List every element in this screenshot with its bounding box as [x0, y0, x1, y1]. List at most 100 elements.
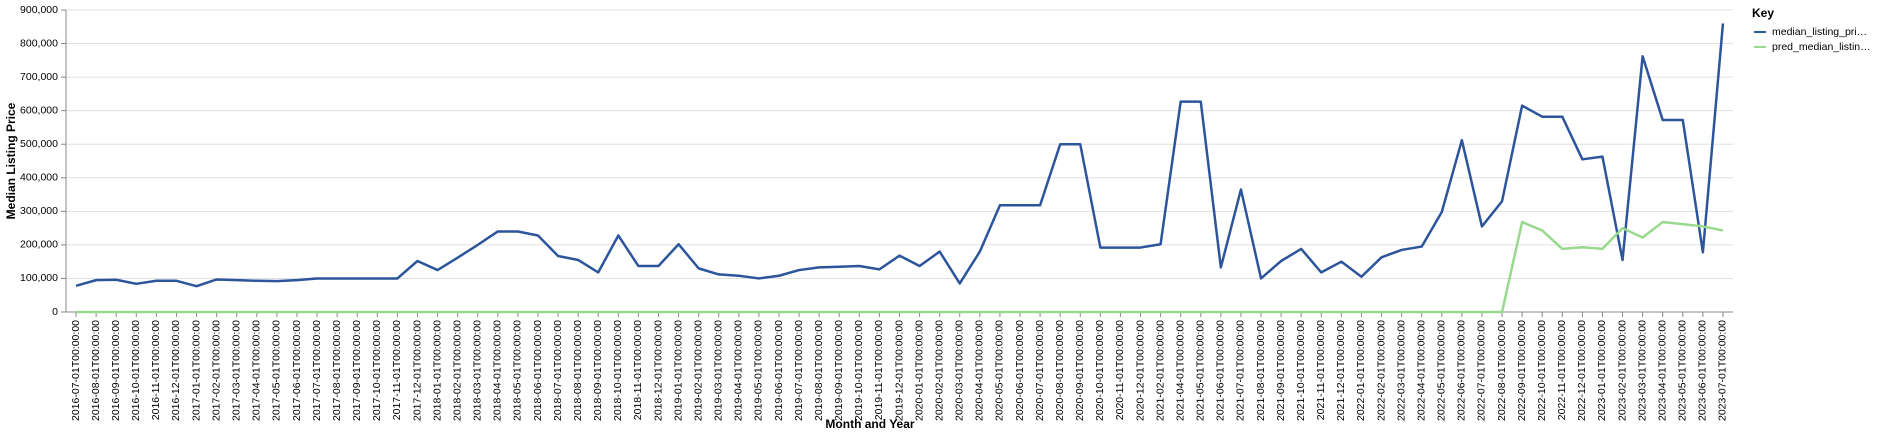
x-tick-label: 2020-11-01T00:00:00	[1114, 320, 1126, 420]
x-tick-label: 2019-05-01T00:00:00	[753, 320, 765, 421]
x-tick-label: 2017-03-01T00:00:00	[230, 320, 242, 421]
x-tick-label: 2018-03-01T00:00:00	[472, 320, 484, 421]
x-tick-label: 2022-03-01T00:00:00	[1395, 320, 1407, 421]
x-tick-label: 2021-11-01T00:00:00	[1315, 320, 1327, 420]
x-tick-label: 2020-06-01T00:00:00	[1014, 320, 1026, 421]
x-tick-label: 2020-03-01T00:00:00	[954, 320, 966, 421]
x-tick-label: 2019-12-01T00:00:00	[893, 320, 905, 421]
x-tick-label: 2019-09-01T00:00:00	[833, 320, 845, 421]
x-tick-label: 2023-01-01T00:00:00	[1596, 320, 1608, 421]
x-tick-label: 2020-04-01T00:00:00	[974, 320, 986, 421]
x-tick-label: 2021-05-01T00:00:00	[1195, 320, 1207, 421]
x-tick-label: 2016-08-01T00:00:00	[90, 320, 102, 421]
y-tick-label: 400,000	[20, 172, 58, 184]
x-tick-label: 2021-09-01T00:00:00	[1275, 320, 1287, 421]
x-tick-label: 2016-07-01T00:00:00	[70, 320, 82, 421]
x-tick-label: 2016-11-01T00:00:00	[150, 320, 162, 420]
x-tick-label: 2021-06-01T00:00:00	[1215, 320, 1227, 421]
x-tick-label: 2017-05-01T00:00:00	[271, 320, 283, 421]
x-tick-label: 2022-01-01T00:00:00	[1355, 320, 1367, 421]
x-tick-label: 2018-09-01T00:00:00	[592, 320, 604, 421]
x-tick-label: 2017-09-01T00:00:00	[351, 320, 363, 421]
x-tick-label: 2020-02-01T00:00:00	[933, 320, 945, 421]
x-tick-label: 2018-07-01T00:00:00	[552, 320, 564, 421]
x-tick-label: 2020-12-01T00:00:00	[1134, 320, 1146, 421]
x-tick-label: 2018-11-01T00:00:00	[632, 320, 644, 420]
line-series	[75, 23, 1725, 288]
y-tick-label: 200,000	[20, 239, 58, 251]
y-tick-label: 800,000	[20, 37, 58, 49]
x-tick-label: 2021-10-01T00:00:00	[1295, 320, 1307, 421]
x-tick-label: 2019-02-01T00:00:00	[692, 320, 704, 421]
x-tick-label: 2023-05-01T00:00:00	[1677, 320, 1689, 421]
y-axis-title: Median Listing Price	[4, 102, 18, 219]
line-series	[76, 220, 1724, 314]
x-tick-label: 2023-07-01T00:00:00	[1717, 320, 1729, 421]
x-tick-label: 2017-12-01T00:00:00	[411, 320, 423, 421]
legend-label: pred_median_listin…	[1772, 41, 1871, 53]
y-tick-label: 900,000	[20, 4, 58, 16]
x-tick-label: 2016-09-01T00:00:00	[110, 320, 122, 421]
x-tick-label: 2016-10-01T00:00:00	[130, 320, 142, 421]
y-tick-label: 0	[52, 306, 58, 318]
x-tick-label: 2017-01-01T00:00:00	[190, 320, 202, 421]
x-tick-label: 2023-04-01T00:00:00	[1656, 320, 1668, 421]
x-tick-label: 2017-02-01T00:00:00	[210, 320, 222, 421]
x-tick-label: 2020-07-01T00:00:00	[1034, 320, 1046, 421]
x-tick-label: 2017-08-01T00:00:00	[331, 320, 343, 421]
x-tick-label: 2018-05-01T00:00:00	[512, 320, 524, 421]
x-tick-label: 2020-09-01T00:00:00	[1074, 320, 1086, 421]
x-tick-label: 2021-04-01T00:00:00	[1174, 320, 1186, 421]
x-tick-label: 2017-06-01T00:00:00	[291, 320, 303, 421]
x-tick-label: 2018-04-01T00:00:00	[492, 320, 504, 421]
x-tick-label: 2022-08-01T00:00:00	[1496, 320, 1508, 421]
x-tick-label: 2022-05-01T00:00:00	[1436, 320, 1448, 421]
x-tick-label: 2020-01-01T00:00:00	[913, 320, 925, 421]
x-tick-label: 2022-11-01T00:00:00	[1556, 320, 1568, 420]
x-tick-label: 2019-03-01T00:00:00	[713, 320, 725, 421]
x-tick-label: 2019-08-01T00:00:00	[813, 320, 825, 421]
y-tick-label: 600,000	[20, 104, 58, 116]
x-tick-label: 2019-10-01T00:00:00	[853, 320, 865, 421]
y-tick-label: 500,000	[20, 138, 58, 150]
x-tick-label: 2018-10-01T00:00:00	[612, 320, 624, 421]
x-tick-label: 2021-07-01T00:00:00	[1235, 320, 1247, 421]
y-tick-label: 300,000	[20, 205, 58, 217]
x-tick-label: 2022-04-01T00:00:00	[1415, 320, 1427, 421]
x-tick-label: 2017-04-01T00:00:00	[251, 320, 263, 421]
x-tick-label: 2017-07-01T00:00:00	[311, 320, 323, 421]
x-tick-label: 2019-04-01T00:00:00	[733, 320, 745, 421]
x-tick-label: 2018-12-01T00:00:00	[652, 320, 664, 421]
x-tick-label: 2023-03-01T00:00:00	[1636, 320, 1648, 421]
x-tick-label: 2019-01-01T00:00:00	[672, 320, 684, 421]
x-tick-label: 2022-07-01T00:00:00	[1476, 320, 1488, 421]
x-tick-label: 2018-02-01T00:00:00	[451, 320, 463, 421]
x-tick-label: 2017-10-01T00:00:00	[371, 320, 383, 421]
x-tick-label: 2021-08-01T00:00:00	[1255, 320, 1267, 421]
x-tick-label: 2018-01-01T00:00:00	[431, 320, 443, 421]
x-tick-label: 2018-08-01T00:00:00	[572, 320, 584, 421]
x-tick-label: 2023-02-01T00:00:00	[1616, 320, 1628, 421]
x-tick-label: 2020-08-01T00:00:00	[1054, 320, 1066, 421]
y-tick-label: 100,000	[20, 272, 58, 284]
x-tick-label: 2022-09-01T00:00:00	[1516, 320, 1528, 421]
x-tick-label: 2018-06-01T00:00:00	[532, 320, 544, 421]
x-tick-label: 2016-12-01T00:00:00	[170, 320, 182, 421]
y-tick-label: 700,000	[20, 71, 58, 83]
x-tick-label: 2017-11-01T00:00:00	[391, 320, 403, 420]
x-tick-label: 2020-05-01T00:00:00	[994, 320, 1006, 421]
x-tick-label: 2023-06-01T00:00:00	[1697, 320, 1709, 421]
x-tick-label: 2019-07-01T00:00:00	[793, 320, 805, 421]
x-tick-label: 2021-02-01T00:00:00	[1154, 320, 1166, 421]
x-tick-label: 2019-11-01T00:00:00	[873, 320, 885, 420]
x-axis-title: Month and Year	[825, 417, 914, 431]
legend-title: Key	[1752, 6, 1774, 20]
x-tick-label: 2022-02-01T00:00:00	[1375, 320, 1387, 421]
legend-label: median_listing_pri…	[1772, 26, 1867, 38]
x-tick-label: 2022-10-01T00:00:00	[1536, 320, 1548, 421]
x-tick-label: 2022-06-01T00:00:00	[1456, 320, 1468, 421]
x-tick-label: 2019-06-01T00:00:00	[773, 320, 785, 421]
x-tick-label: 2021-12-01T00:00:00	[1335, 320, 1347, 421]
x-tick-label: 2022-12-01T00:00:00	[1576, 320, 1588, 421]
